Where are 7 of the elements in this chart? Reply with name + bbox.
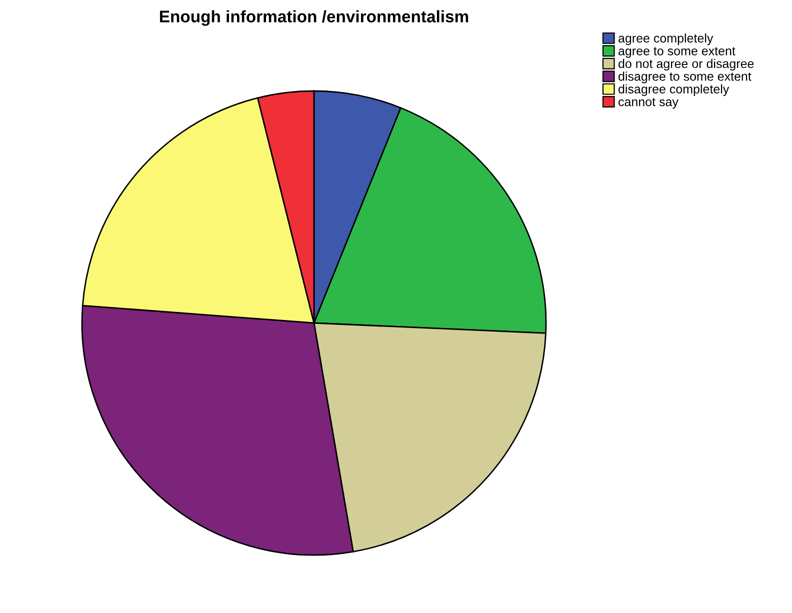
legend-label: agree to some extent <box>618 47 736 58</box>
legend-label: disagree completely <box>618 84 730 96</box>
legend-label: agree completely <box>618 33 714 46</box>
legend-label: cannot say <box>618 98 678 109</box>
legend-label: disagree to some extent <box>618 72 752 84</box>
chart-title: Enough information /environmentalism <box>160 10 468 26</box>
legend-label: do not agree or disagree <box>618 58 754 71</box>
